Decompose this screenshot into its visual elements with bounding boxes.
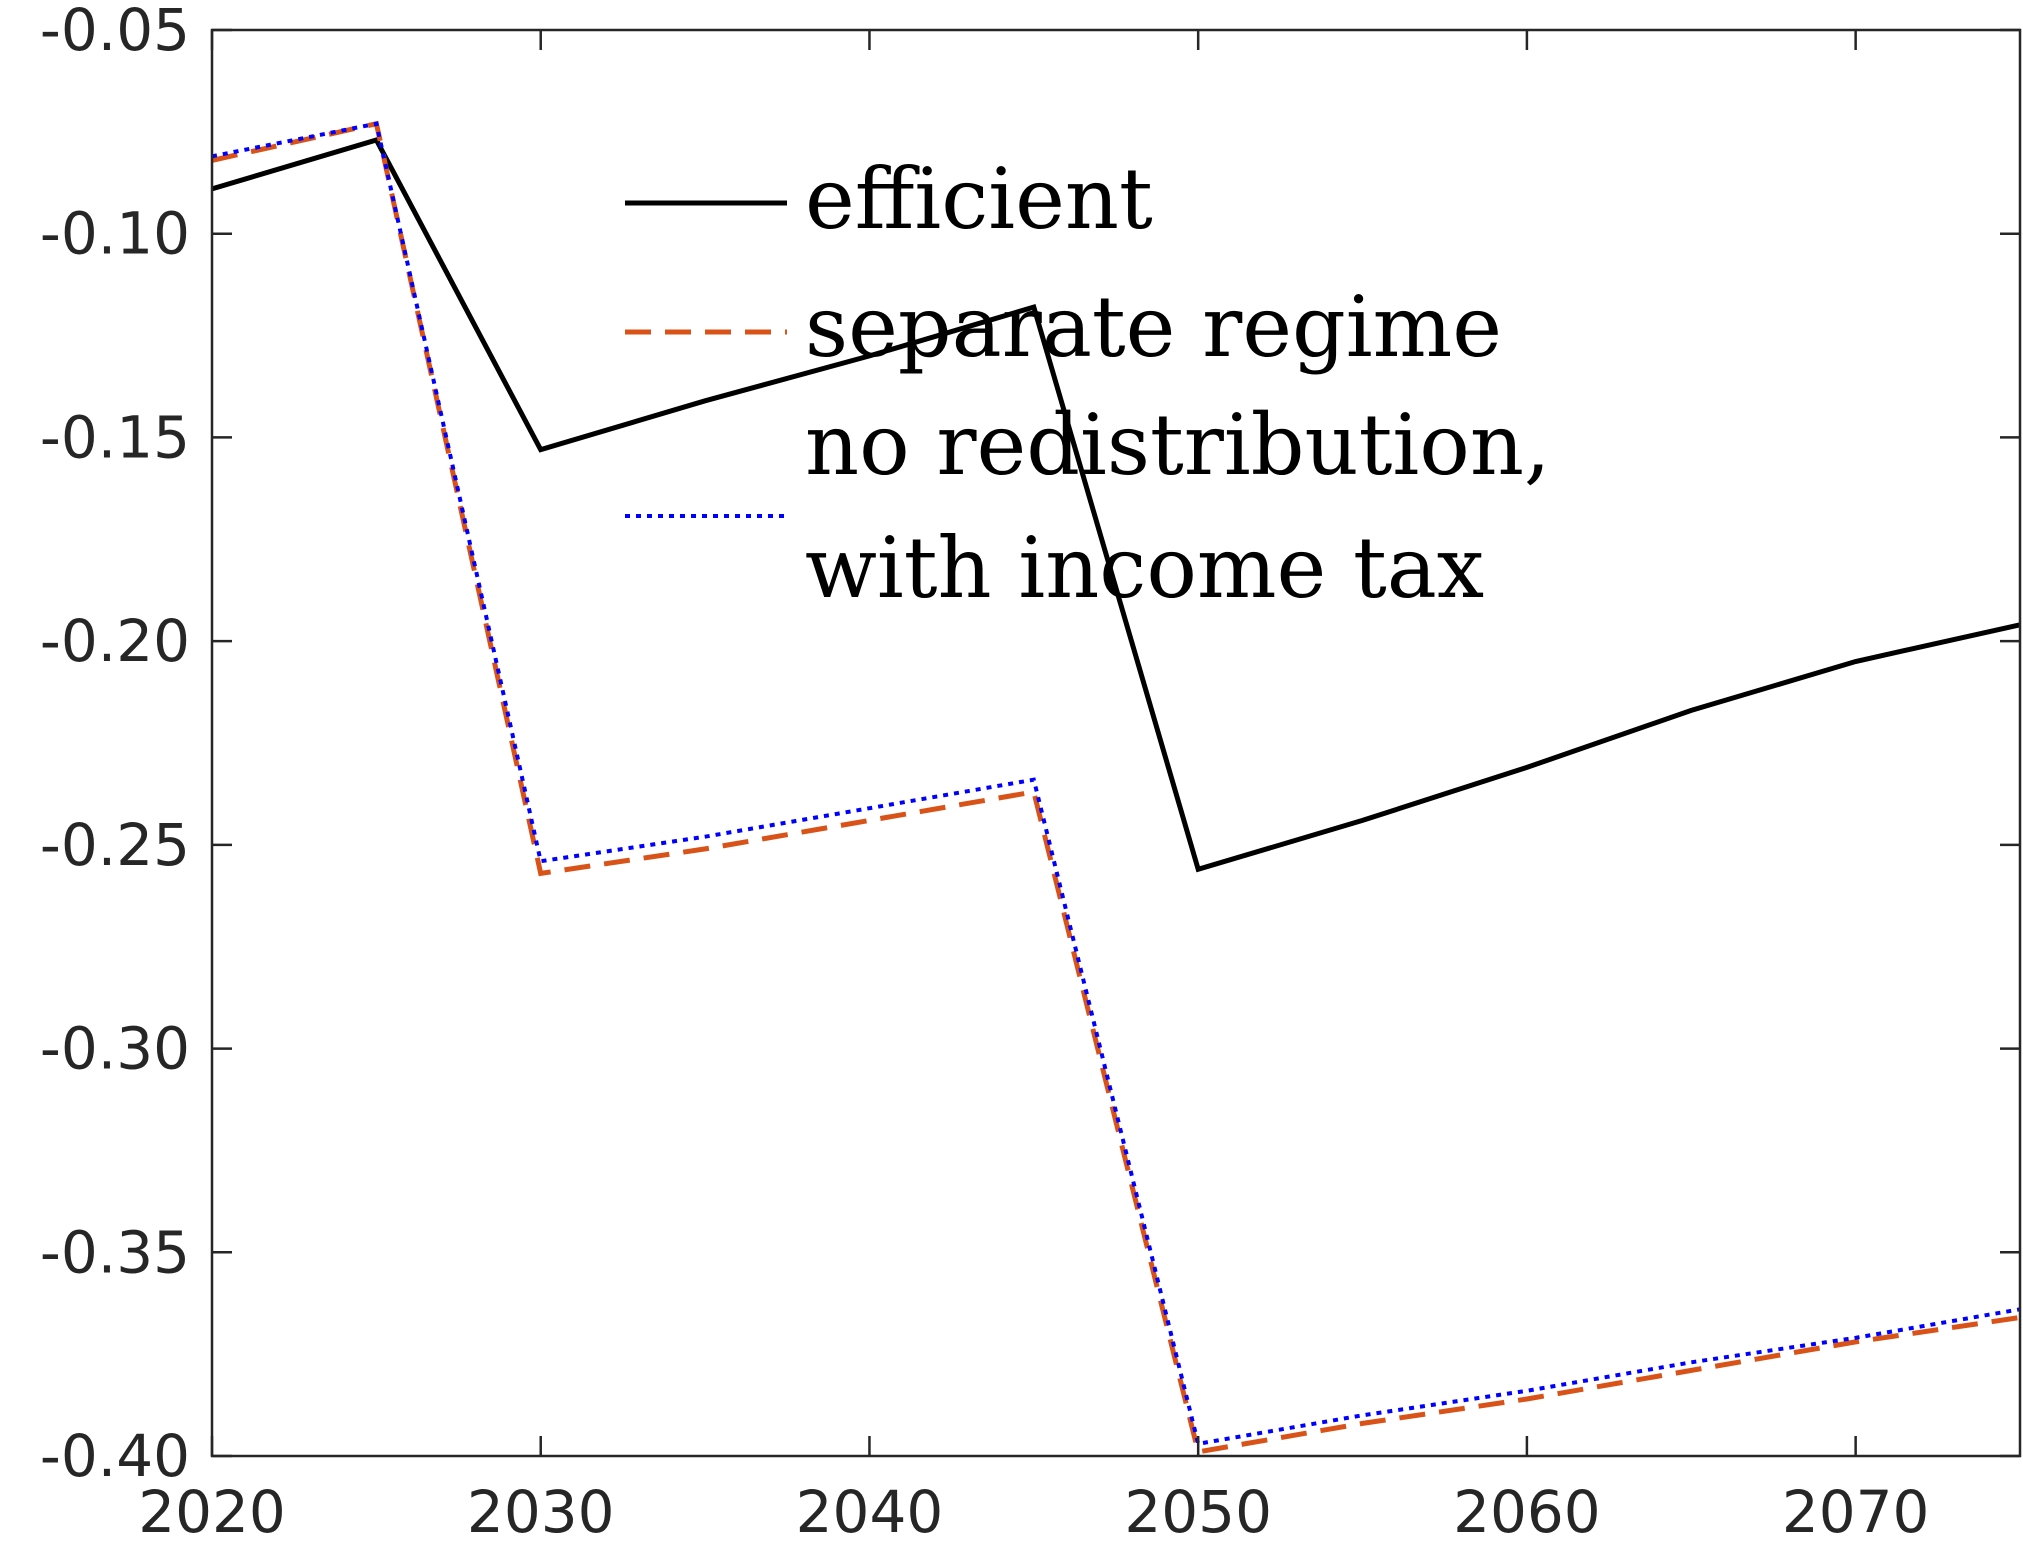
y-tick-label: -0.25 xyxy=(40,811,190,879)
legend-label: separate regime xyxy=(805,278,1502,376)
legend-label: no redistribution, xyxy=(805,396,1551,494)
y-tick-label: -0.15 xyxy=(40,403,190,471)
y-tick-label: -0.35 xyxy=(40,1218,190,1286)
x-axis: 2020 2030 2040 2050 2060 2070 xyxy=(138,30,1929,1546)
series-line-2 xyxy=(211,120,2021,1455)
x-tick-label: 2050 xyxy=(1124,1478,1272,1546)
y-tick-label: -0.05 xyxy=(40,0,190,64)
legend-label: with income tax xyxy=(805,519,1484,617)
plot-lines xyxy=(211,120,2021,1455)
y-tick-label: -0.20 xyxy=(40,607,190,675)
series-line-1 xyxy=(211,137,2021,873)
axes-box xyxy=(210,28,2022,1458)
x-tick-label: 2060 xyxy=(1453,1478,1601,1546)
y-tick-label: -0.40 xyxy=(40,1422,190,1490)
legend-label: efficient xyxy=(805,150,1153,248)
legend: efficient separate regime no redistributio… xyxy=(625,150,1551,617)
x-tick-label: 2070 xyxy=(1782,1478,1930,1546)
x-tick-label: 2020 xyxy=(138,1478,286,1546)
x-tick-label: 2040 xyxy=(796,1478,944,1546)
x-tick-label: 2030 xyxy=(467,1478,615,1546)
y-tick-label: -0.30 xyxy=(40,1015,190,1083)
y-axis: -0.05 -0.10 -0.15 -0.20 -0.25 -0.30 -0.35 -0.40 xyxy=(40,0,2020,1490)
y-tick-label: -0.10 xyxy=(40,200,190,268)
